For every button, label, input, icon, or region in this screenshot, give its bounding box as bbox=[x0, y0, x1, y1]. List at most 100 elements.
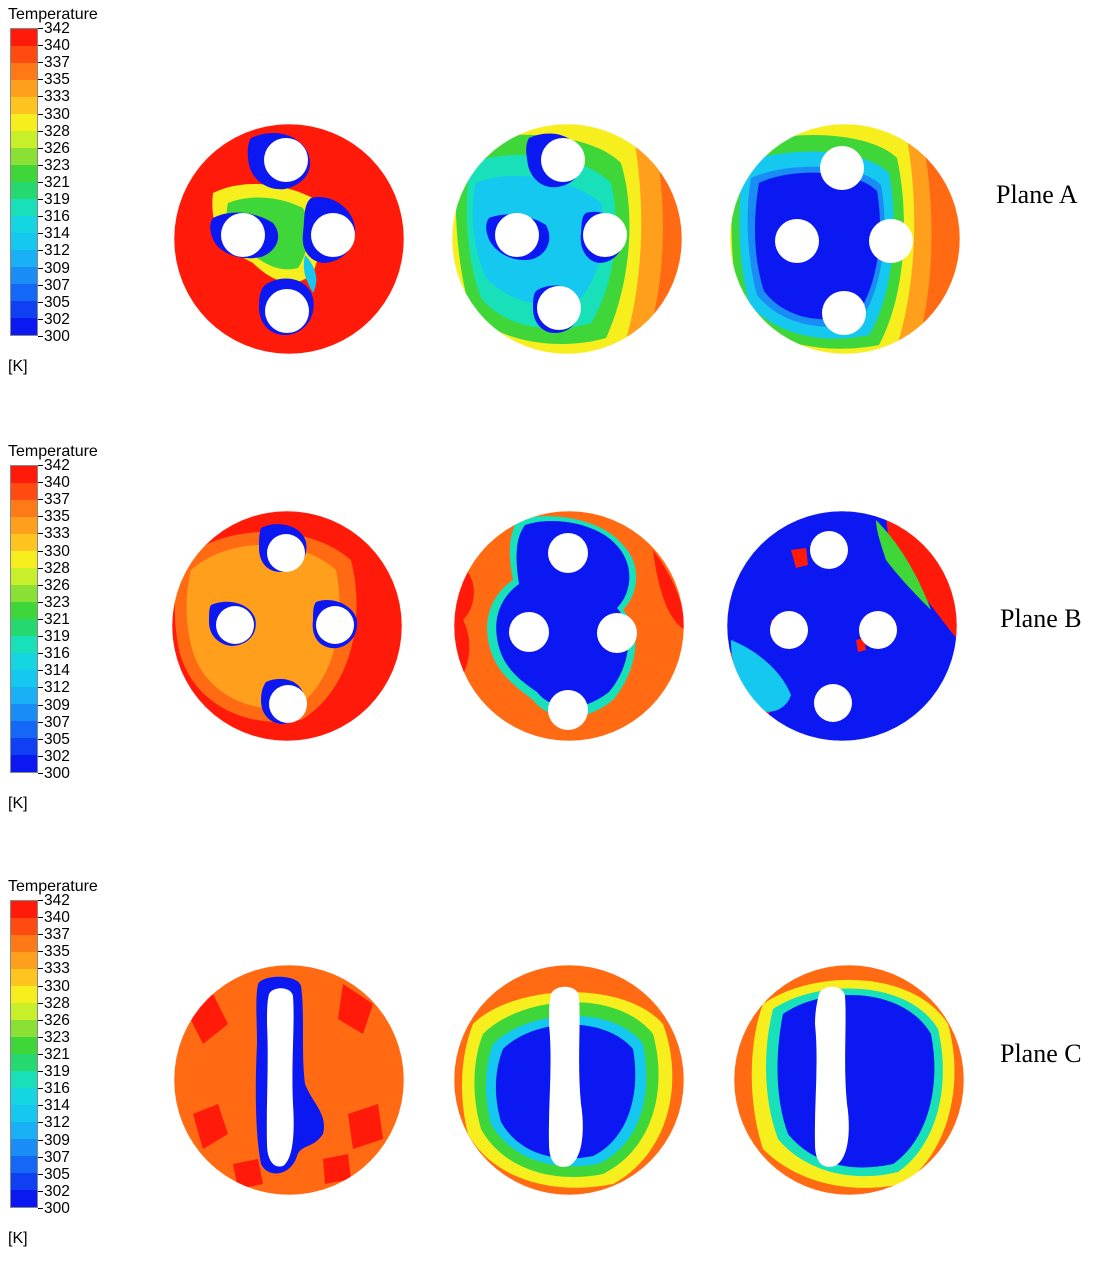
legend-tick-label: 330 bbox=[38, 543, 108, 560]
row-plane-c: Temperature 342 340 337 335 333 330 328 326 323 3… bbox=[0, 874, 1105, 1274]
disc-outline bbox=[171, 510, 403, 742]
legend-ticks: 342 340 337 335 333 330 328 326 323 321 319 316 314 3… bbox=[38, 892, 108, 1217]
legend-tick-label: 335 bbox=[38, 71, 108, 88]
contour-svg bbox=[173, 964, 405, 1196]
contour-svg bbox=[173, 123, 405, 355]
legend-tick-label: 337 bbox=[38, 926, 108, 943]
legend-unit: [K] bbox=[8, 358, 28, 375]
contour-plane-a-3 bbox=[729, 123, 961, 355]
legend-tick-label: 337 bbox=[38, 491, 108, 508]
disc-outline bbox=[729, 123, 961, 355]
legend-tick-label: 333 bbox=[38, 525, 108, 542]
legend-tick-label: 300 bbox=[38, 328, 108, 345]
legend-tick-label: 300 bbox=[38, 765, 108, 782]
temperature-legend: Temperature 342 340 337 335 333 330 328 326 323 3… bbox=[8, 878, 118, 1258]
legend-tick-label: 305 bbox=[38, 731, 108, 748]
legend-tick-label: 307 bbox=[38, 1149, 108, 1166]
legend-tick-label: 312 bbox=[38, 242, 108, 259]
legend-tick-label: 314 bbox=[38, 225, 108, 242]
contour-svg bbox=[171, 510, 403, 742]
row-plane-a: Temperature 342 340 337 335 333 330 328 326 323 3… bbox=[0, 0, 1105, 400]
contour-svg bbox=[453, 510, 685, 742]
legend-tick-label: 328 bbox=[38, 560, 108, 577]
legend-tick-label: 342 bbox=[38, 20, 108, 37]
temperature-legend: Temperature 342 340 337 335 333 330 328 326 323 3… bbox=[8, 443, 118, 823]
legend-tick-label: 312 bbox=[38, 1114, 108, 1131]
legend-tick-label: 321 bbox=[38, 611, 108, 628]
legend-tick-label: 328 bbox=[38, 123, 108, 140]
plane-label: Plane C bbox=[1000, 1039, 1082, 1068]
contour-svg bbox=[729, 123, 961, 355]
contour-svg bbox=[726, 510, 958, 742]
color-bar bbox=[10, 28, 38, 336]
disc-outline bbox=[453, 964, 685, 1196]
contour-svg bbox=[453, 964, 685, 1196]
legend-tick-label: 330 bbox=[38, 978, 108, 995]
disc-outline bbox=[173, 964, 405, 1196]
contour-plane-b-2 bbox=[453, 510, 685, 742]
legend-tick-label: 333 bbox=[38, 88, 108, 105]
legend-tick-label: 323 bbox=[38, 594, 108, 611]
contour-svg bbox=[733, 964, 965, 1196]
legend-tick-label: 302 bbox=[38, 748, 108, 765]
disc-outline bbox=[453, 510, 685, 742]
contour-plane-c-2 bbox=[453, 964, 685, 1196]
legend-tick-label: 319 bbox=[38, 628, 108, 645]
legend-tick-label: 305 bbox=[38, 294, 108, 311]
legend-tick-label: 342 bbox=[38, 457, 108, 474]
contour-svg bbox=[451, 123, 683, 355]
legend-tick-label: 333 bbox=[38, 960, 108, 977]
legend-ticks: 342 340 337 335 333 330 328 326 323 321 319 316 314 3… bbox=[38, 20, 108, 345]
disc-outline bbox=[733, 964, 965, 1196]
legend-tick-label: 312 bbox=[38, 679, 108, 696]
legend-tick-label: 337 bbox=[38, 54, 108, 71]
legend-tick-label: 323 bbox=[38, 157, 108, 174]
legend-tick-label: 340 bbox=[38, 474, 108, 491]
legend-tick-label: 300 bbox=[38, 1200, 108, 1217]
legend-unit: [K] bbox=[8, 795, 28, 812]
disc-outline bbox=[451, 123, 683, 355]
legend-tick-label: 314 bbox=[38, 1097, 108, 1114]
legend-tick-label: 323 bbox=[38, 1029, 108, 1046]
legend-title: Temperature bbox=[8, 6, 98, 23]
legend-tick-label: 302 bbox=[38, 1183, 108, 1200]
legend-tick-label: 335 bbox=[38, 943, 108, 960]
legend-tick-label: 307 bbox=[38, 277, 108, 294]
legend-tick-label: 316 bbox=[38, 1080, 108, 1097]
row-plane-b: Temperature 342 340 337 335 333 330 328 326 323 3… bbox=[0, 440, 1105, 840]
contour-plane-c-1 bbox=[173, 964, 405, 1196]
legend-tick-label: 321 bbox=[38, 1046, 108, 1063]
legend-tick-label: 316 bbox=[38, 208, 108, 225]
legend-tick-label: 305 bbox=[38, 1166, 108, 1183]
legend-tick-label: 328 bbox=[38, 995, 108, 1012]
legend-tick-label: 309 bbox=[38, 260, 108, 277]
disc-outline bbox=[726, 510, 958, 742]
legend-title: Temperature bbox=[8, 443, 98, 460]
contour-plane-b-1 bbox=[171, 510, 403, 742]
legend-tick-label: 319 bbox=[38, 191, 108, 208]
legend-tick-label: 302 bbox=[38, 311, 108, 328]
disc-outline bbox=[173, 123, 405, 355]
legend-tick-label: 316 bbox=[38, 645, 108, 662]
legend-tick-label: 309 bbox=[38, 1132, 108, 1149]
legend-tick-label: 326 bbox=[38, 1012, 108, 1029]
contour-plane-b-3 bbox=[726, 510, 958, 742]
plane-label: Plane A bbox=[996, 180, 1078, 209]
legend-tick-label: 342 bbox=[38, 892, 108, 909]
color-bar bbox=[10, 465, 38, 773]
legend-tick-label: 340 bbox=[38, 909, 108, 926]
color-bar bbox=[10, 900, 38, 1208]
contour-plane-a-1 bbox=[173, 123, 405, 355]
legend-tick-label: 319 bbox=[38, 1063, 108, 1080]
legend-tick-label: 326 bbox=[38, 577, 108, 594]
legend-tick-label: 330 bbox=[38, 106, 108, 123]
legend-tick-label: 309 bbox=[38, 697, 108, 714]
legend-ticks: 342 340 337 335 333 330 328 326 323 321 319 316 314 3… bbox=[38, 457, 108, 782]
temperature-legend: Temperature 342 340 337 335 333 330 328 326 323 3… bbox=[8, 6, 118, 386]
contour-plane-a-2 bbox=[451, 123, 683, 355]
legend-tick-label: 335 bbox=[38, 508, 108, 525]
legend-unit: [K] bbox=[8, 1230, 28, 1247]
contour-plane-c-3 bbox=[733, 964, 965, 1196]
legend-tick-label: 314 bbox=[38, 662, 108, 679]
legend-tick-label: 326 bbox=[38, 140, 108, 157]
